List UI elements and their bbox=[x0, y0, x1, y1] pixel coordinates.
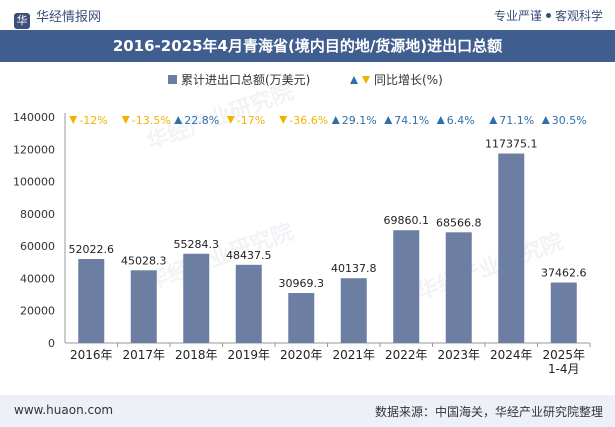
growth-up-triangle bbox=[436, 116, 445, 124]
x-tick-label: 2024年 bbox=[490, 348, 533, 362]
slogan-right: 客观科学 bbox=[554, 9, 603, 23]
bar-value-label: 52022.6 bbox=[69, 243, 115, 256]
bar-value-label: 40137.8 bbox=[331, 262, 377, 275]
bar-value-label: 69860.1 bbox=[384, 214, 430, 227]
bar-value-label: 37462.6 bbox=[541, 267, 587, 280]
y-tick-label: 40000 bbox=[20, 272, 55, 285]
bar bbox=[235, 264, 262, 343]
bar-value-label: 117375.1 bbox=[485, 138, 538, 151]
bar-value-label: 48437.5 bbox=[226, 249, 272, 262]
y-tick-label: 140000 bbox=[13, 111, 55, 124]
growth-up-triangle bbox=[541, 116, 550, 124]
bar bbox=[130, 270, 157, 343]
brand: 华华经情报网 bbox=[14, 6, 101, 29]
slogan: 专业严谨 客观科学 bbox=[494, 7, 603, 24]
growth-label: 30.5% bbox=[552, 114, 587, 127]
chart-title: 2016-2025年4月青海省(境内目的地/货源地)进出口总额 bbox=[0, 30, 615, 62]
growth-label: -36.6% bbox=[289, 114, 328, 127]
growth-down-triangle bbox=[121, 116, 130, 124]
x-tick-label: 2018年 bbox=[175, 348, 218, 362]
y-tick-label: 100000 bbox=[13, 176, 55, 189]
growth-label: 29.1% bbox=[342, 114, 377, 127]
brand-logo-icon: 华 bbox=[14, 13, 30, 29]
legend-growth-label: 同比增长(%) bbox=[374, 73, 443, 87]
bar bbox=[183, 253, 210, 343]
bar-value-label: 30969.3 bbox=[279, 277, 325, 290]
legend-up-triangle bbox=[350, 76, 358, 84]
growth-label: 71.1% bbox=[499, 114, 534, 127]
legend-bar-label: 累计进出口总额(万美元) bbox=[181, 73, 310, 87]
dot-icon bbox=[545, 13, 551, 18]
growth-label: 74.1% bbox=[394, 114, 429, 127]
growth-label: -12% bbox=[79, 114, 107, 127]
growth-down-triangle bbox=[69, 116, 78, 124]
bar-value-label: 45028.3 bbox=[121, 254, 167, 267]
y-tick-label: 60000 bbox=[20, 240, 55, 253]
growth-down-triangle bbox=[226, 116, 235, 124]
growth-label: -17% bbox=[237, 114, 265, 127]
legend-down-triangle bbox=[362, 76, 370, 84]
bar bbox=[498, 153, 525, 343]
x-tick-label: 2020年 bbox=[280, 348, 323, 362]
bar bbox=[288, 293, 315, 343]
growth-label: -13.5% bbox=[132, 114, 171, 127]
top-bar: 华华经情报网 专业严谨 客观科学 bbox=[0, 0, 615, 30]
y-tick-label: 120000 bbox=[13, 143, 55, 156]
footer-website: www.huaon.com bbox=[14, 403, 114, 417]
brand-name: 华经情报网 bbox=[36, 10, 102, 25]
growth-down-triangle bbox=[279, 116, 288, 124]
x-tick-label: 2023年 bbox=[437, 348, 480, 362]
bar bbox=[340, 278, 367, 343]
footer: www.huaon.com 数据来源：中国海关，华经产业研究院整理 bbox=[0, 395, 615, 427]
growth-up-triangle bbox=[384, 116, 393, 124]
bar bbox=[550, 282, 577, 343]
legend-bar-swatch bbox=[168, 75, 177, 84]
bar bbox=[393, 230, 420, 343]
y-tick-label: 0 bbox=[48, 337, 55, 350]
growth-up-triangle bbox=[489, 116, 498, 124]
growth-up-triangle bbox=[331, 116, 340, 124]
x-tick-label: 2017年 bbox=[122, 348, 165, 362]
growth-label: 22.8% bbox=[184, 114, 219, 127]
x-tick-label: 2016年 bbox=[70, 348, 113, 362]
bar bbox=[445, 232, 472, 343]
bar-value-label: 68566.8 bbox=[436, 216, 482, 229]
x-tick-label: 2021年 bbox=[332, 348, 375, 362]
x-tick-label: 2025年 bbox=[542, 348, 585, 362]
slogan-left: 专业严谨 bbox=[493, 9, 542, 23]
x-tick-label: 2019年 bbox=[227, 348, 270, 362]
bar-value-label: 55284.3 bbox=[174, 238, 220, 251]
growth-label: 6.4% bbox=[447, 114, 475, 127]
x-tick-label: 2022年 bbox=[385, 348, 428, 362]
growth-up-triangle bbox=[174, 116, 183, 124]
y-tick-label: 20000 bbox=[20, 305, 55, 318]
footer-source: 数据来源：中国海关，华经产业研究院整理 bbox=[374, 405, 603, 419]
bar bbox=[78, 259, 105, 343]
y-tick-label: 80000 bbox=[20, 208, 55, 221]
x-tick-label: 1-4月 bbox=[548, 362, 580, 376]
